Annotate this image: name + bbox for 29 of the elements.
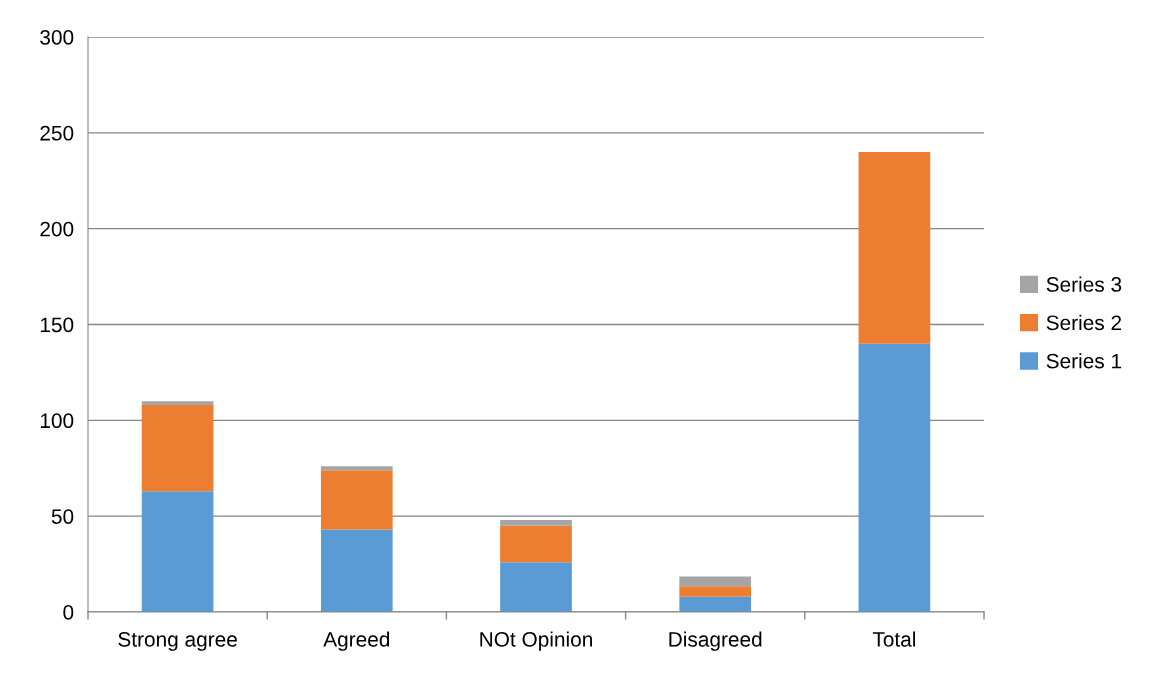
x-tick-label: Agreed xyxy=(323,631,390,651)
bar xyxy=(858,152,931,344)
legend-label: Series 1 xyxy=(1046,353,1122,369)
bar xyxy=(141,491,214,612)
y-tick-label: 0 xyxy=(63,605,74,620)
bar xyxy=(320,466,393,471)
y-tick-label: 150 xyxy=(40,317,74,333)
bar xyxy=(500,562,572,612)
bar xyxy=(141,401,214,405)
bar xyxy=(500,520,572,526)
y-tick-label: 200 xyxy=(40,221,74,237)
y-tick-label: 300 xyxy=(40,30,74,45)
bar xyxy=(858,343,931,612)
bar xyxy=(141,405,214,492)
bar xyxy=(320,470,393,530)
bar xyxy=(679,576,752,587)
x-tick-label: NOt Opinion xyxy=(480,631,592,651)
y-tick-label: 100 xyxy=(40,413,74,429)
bar xyxy=(320,529,393,612)
bar xyxy=(679,586,752,597)
x-tick-label: Strong agree xyxy=(118,631,237,651)
legend-label: Series 2 xyxy=(1046,314,1122,331)
bar xyxy=(500,525,572,563)
x-tick-label: Total xyxy=(872,631,916,647)
y-tick-label: 250 xyxy=(40,125,74,141)
y-tick-label: 50 xyxy=(51,509,74,524)
bar xyxy=(679,596,752,612)
legend-label: Series 3 xyxy=(1046,276,1122,292)
x-tick-label: Disagreed xyxy=(669,631,762,651)
